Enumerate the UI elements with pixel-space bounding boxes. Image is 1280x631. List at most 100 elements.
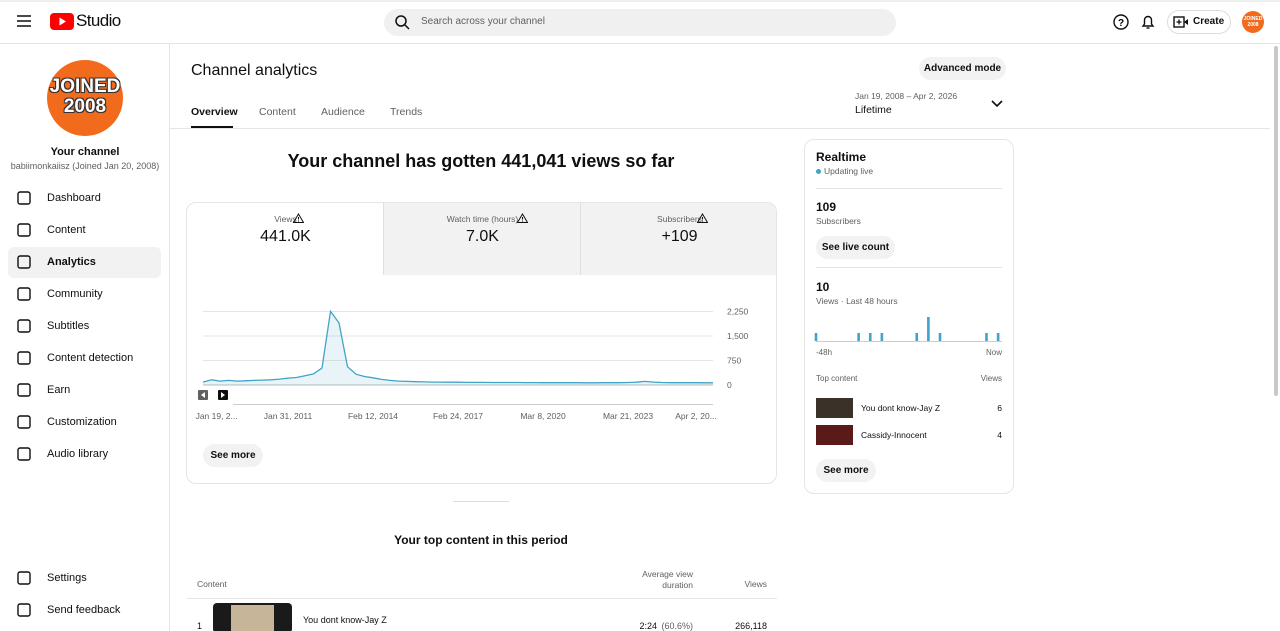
advanced-mode-button[interactable]: Advanced mode (919, 57, 1006, 80)
scrollbar[interactable] (1274, 46, 1278, 396)
tab[interactable]: Trends (390, 106, 423, 118)
nav-item[interactable]: Content detection (47, 352, 134, 364)
bar (915, 333, 919, 341)
live-dot (816, 169, 821, 174)
realtime-see-more[interactable]: See more (816, 459, 876, 482)
nav-item[interactable]: Audio library (47, 448, 109, 460)
create-icon (1173, 16, 1188, 28)
views-chart: 0 750 1,500 2,250 Jan 19, 2... Jan 31, 2011 Fe… (196, 306, 749, 421)
live-count-button[interactable]: See live count (816, 236, 895, 259)
column-header: Views (980, 374, 1002, 383)
nav-icon (17, 287, 31, 301)
video-thumbnail[interactable] (213, 603, 292, 631)
realtime-subscribers-label: Subscribers (816, 216, 861, 226)
nav-item[interactable]: Earn (47, 384, 71, 396)
warning-icon (293, 213, 304, 223)
nav-item[interactable]: Content (47, 224, 86, 236)
y-tick-label: 1,500 (727, 331, 749, 341)
chart-scroll-track (233, 404, 713, 405)
tab[interactable]: Content (259, 106, 296, 118)
youtube-logo[interactable] (50, 13, 74, 30)
bar (985, 333, 988, 341)
item-views: 4 (997, 430, 1002, 440)
date-period[interactable]: Lifetime (855, 104, 892, 116)
metric-label: Watch time (hours) (446, 214, 519, 224)
nav-item[interactable]: Subtitles (47, 320, 90, 332)
nav-item[interactable]: Dashboard (47, 192, 101, 204)
search-placeholder: Search across your channel (421, 16, 545, 27)
divider (816, 267, 1002, 268)
metric-label: Views (274, 214, 297, 224)
notifications-button[interactable] (1141, 14, 1155, 30)
x-tick-label: Now (986, 348, 1002, 357)
account-avatar[interactable]: JOINED 2008 (1242, 11, 1264, 33)
nav-item[interactable]: Settings (47, 572, 87, 584)
nav-item[interactable]: Send feedback (47, 604, 121, 616)
nav-item[interactable]: Analytics (47, 256, 96, 268)
nav-icon (17, 383, 31, 397)
nav-item[interactable]: Community (47, 288, 103, 300)
x-tick-label: Mar 21, 2023 (603, 411, 653, 421)
search-bar[interactable] (384, 9, 896, 36)
item-views: 6 (997, 403, 1002, 413)
help-button[interactable]: ? (1113, 14, 1129, 30)
column-header: Content (197, 579, 227, 589)
item-title[interactable]: Cassidy-Innocent (861, 430, 927, 440)
x-tick-label: Apr 2, 20... (675, 411, 717, 421)
y-tick-label: 0 (727, 380, 732, 390)
realtime-card (804, 139, 1014, 494)
tab-underline (191, 126, 233, 128)
channel-subtitle: babiimonkaiisz (Joined Jan 20, 2008) (10, 161, 160, 171)
avatar-text: JOINED (49, 76, 121, 97)
metric-divider (383, 203, 384, 275)
x-tick-label: Jan 19, 2... (196, 411, 238, 421)
bar (938, 333, 942, 341)
svg-text:?: ? (1118, 18, 1124, 29)
realtime-views: 10 (816, 280, 830, 294)
y-tick-label: 750 (727, 355, 741, 365)
page-title: Channel analytics (191, 62, 318, 79)
bar (814, 333, 818, 341)
channel-avatar[interactable]: JOINED 2008 (47, 60, 123, 136)
nav-icon (17, 351, 31, 365)
video-thumbnail[interactable] (816, 398, 853, 418)
nav-icon (17, 447, 31, 461)
nav-icon (17, 571, 31, 585)
tab[interactable]: Audience (321, 106, 365, 118)
row-rank: 1 (197, 621, 203, 631)
divider (816, 188, 1002, 189)
create-button[interactable] (1167, 10, 1231, 34)
date-range: Jan 19, 2008 – Apr 2, 2026 (855, 91, 958, 101)
nav-item[interactable]: Customization (47, 416, 117, 428)
nav-icon (17, 603, 31, 617)
video-thumbnail[interactable] (816, 425, 853, 445)
row-title[interactable]: You dont know-Jay Z (303, 615, 387, 625)
see-more-button[interactable]: See more (203, 444, 263, 467)
column-header: Top content (816, 374, 858, 383)
nav-selected-bg (8, 247, 161, 278)
avatar-text: JOINED (1243, 16, 1263, 22)
date-dropdown[interactable] (991, 100, 1003, 108)
logo-text: Studio (76, 11, 121, 30)
nav-icon (17, 255, 31, 269)
warning-icon (517, 213, 528, 223)
thumbnail-image (231, 605, 274, 631)
header (0, 0, 1280, 44)
y-tick-label: 2,250 (727, 306, 749, 316)
item-title[interactable]: You dont know-Jay Z (861, 403, 941, 413)
nav-icon (17, 415, 31, 429)
realtime-subscribers: 109 (816, 200, 837, 214)
x-tick-label: Mar 8, 2020 (520, 411, 566, 421)
x-tick-label: Feb 24, 2017 (433, 411, 483, 421)
search-icon (395, 15, 410, 30)
metric-value[interactable]: 7.0K (466, 228, 499, 245)
realtime-status: Updating live (824, 166, 874, 176)
nav-icon (17, 223, 31, 237)
menu-button[interactable] (17, 15, 31, 27)
tab[interactable]: Overview (191, 106, 238, 118)
bar (880, 333, 884, 341)
metric-value[interactable]: 441.0K (260, 228, 311, 245)
chart-scroll-buttons[interactable] (198, 390, 234, 401)
metric-value[interactable]: +109 (661, 228, 698, 245)
